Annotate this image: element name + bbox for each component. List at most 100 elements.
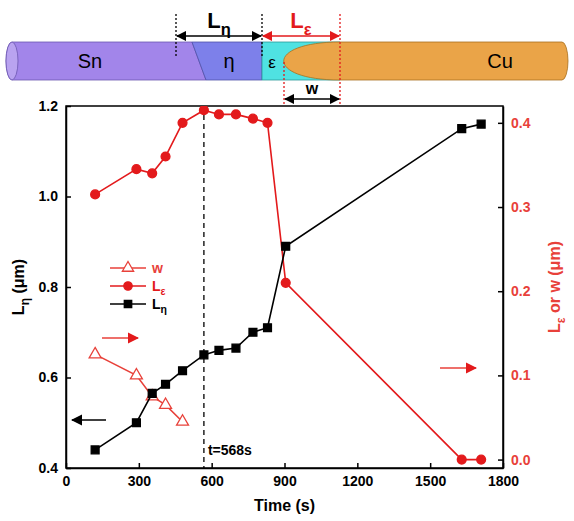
data-point bbox=[146, 390, 158, 400]
data-point bbox=[177, 415, 189, 425]
tick-label: 1.0 bbox=[39, 188, 59, 204]
data-point bbox=[148, 169, 157, 178]
text-part: or w (μm) bbox=[546, 241, 563, 317]
series-line bbox=[95, 110, 481, 459]
tick: 1200 bbox=[342, 463, 373, 489]
series-line bbox=[95, 124, 481, 450]
data-point bbox=[160, 398, 172, 408]
tick-label: 0.8 bbox=[39, 279, 59, 295]
data-point bbox=[458, 125, 466, 133]
legend-item: Lε bbox=[110, 278, 166, 297]
legend-label: w bbox=[151, 260, 163, 276]
text-part: (μm) bbox=[10, 259, 27, 298]
data-point bbox=[148, 389, 156, 397]
data-point bbox=[263, 118, 272, 127]
axis-pointer bbox=[102, 337, 138, 339]
legend-label: Lη bbox=[152, 296, 167, 315]
tick-label: 0 bbox=[63, 473, 71, 489]
plot-marks bbox=[89, 106, 485, 468]
data-point bbox=[132, 419, 140, 427]
region-eta bbox=[192, 42, 262, 80]
tick: 300 bbox=[128, 463, 152, 489]
tick-label: 900 bbox=[273, 473, 297, 489]
text-part: η bbox=[161, 303, 167, 315]
data-point bbox=[130, 368, 142, 378]
data-point bbox=[199, 106, 208, 115]
data-point bbox=[215, 346, 223, 354]
region-label: ε bbox=[268, 53, 276, 72]
plot-frame bbox=[66, 106, 503, 468]
series-line bbox=[95, 354, 182, 421]
tick-label: 1800 bbox=[488, 473, 519, 489]
tick-label: 0.4 bbox=[39, 460, 59, 476]
region-label: Sn bbox=[78, 50, 102, 72]
data-point bbox=[200, 351, 208, 359]
dimension-label: w bbox=[305, 80, 319, 97]
data-point bbox=[178, 118, 187, 127]
text-part: η bbox=[221, 20, 231, 38]
legend-marker bbox=[124, 282, 132, 290]
data-point bbox=[249, 328, 257, 336]
guide-line bbox=[175, 14, 176, 56]
text-part: ε bbox=[304, 20, 312, 38]
tick-label: 0.4 bbox=[511, 115, 531, 131]
data-point bbox=[248, 114, 257, 123]
annotation-label: t=568s bbox=[208, 442, 252, 458]
y-axis-title: Lη (μm) bbox=[10, 259, 32, 315]
axis-pointer bbox=[72, 419, 106, 421]
tick-label: 600 bbox=[200, 473, 224, 489]
data-point bbox=[161, 152, 170, 161]
region-cu bbox=[284, 42, 568, 80]
data-point bbox=[91, 190, 100, 199]
guide-line bbox=[261, 14, 262, 56]
tick-label: 1200 bbox=[342, 473, 373, 489]
text-part: L bbox=[290, 8, 303, 33]
legend-marker bbox=[124, 300, 131, 307]
dimension-arrow bbox=[285, 98, 339, 100]
axis-pointer bbox=[440, 367, 476, 369]
data-point bbox=[477, 455, 486, 464]
text-part: L bbox=[10, 305, 27, 315]
text-part: ε bbox=[161, 285, 166, 297]
tick-label: 0.3 bbox=[511, 199, 531, 215]
data-point bbox=[281, 278, 290, 287]
data-point bbox=[232, 110, 241, 119]
data-point bbox=[477, 120, 485, 128]
text-part: η bbox=[18, 298, 32, 305]
region-sn-end bbox=[6, 42, 18, 80]
dimension-label: Lη bbox=[207, 8, 231, 38]
data-point bbox=[215, 110, 224, 119]
tick: 1500 bbox=[415, 463, 446, 489]
guide-line bbox=[283, 62, 284, 104]
text-part: Time (s) bbox=[254, 497, 315, 514]
text-part: w bbox=[151, 260, 163, 276]
guide-line bbox=[339, 14, 340, 104]
legend-item: w bbox=[110, 260, 163, 276]
text-part: L bbox=[207, 8, 220, 33]
text-part: L bbox=[546, 323, 563, 333]
diagram: SnηεCuLηLεw bbox=[6, 8, 568, 104]
data-point bbox=[162, 380, 170, 388]
annotation-line bbox=[203, 106, 204, 468]
tick-label: 0.6 bbox=[39, 369, 59, 385]
data-point bbox=[232, 344, 240, 352]
y2-axis-title: Lε or w (μm) bbox=[546, 241, 568, 333]
legend-item: Lη bbox=[110, 296, 167, 315]
legend-label: Lε bbox=[152, 278, 166, 297]
dimension-arrow bbox=[177, 35, 261, 37]
x-axis: 0 300 600 900 1200 1500 1800 bbox=[63, 463, 520, 489]
data-point bbox=[264, 324, 272, 332]
tick-label: 0.1 bbox=[511, 367, 531, 383]
data-point bbox=[91, 446, 99, 454]
dimension-arrow bbox=[263, 35, 339, 37]
tick-label: 0.0 bbox=[511, 452, 531, 468]
data-point bbox=[282, 242, 290, 250]
data-point bbox=[132, 165, 141, 174]
tick-label: 300 bbox=[128, 473, 152, 489]
dimension-label: Lε bbox=[290, 8, 311, 38]
chart-svg: SnηεCuLηLεw03006009001200150018000.40.60… bbox=[0, 0, 574, 521]
legend-marker bbox=[122, 261, 133, 271]
tick: 900 bbox=[273, 463, 297, 489]
tick-label: 1.2 bbox=[39, 98, 59, 114]
data-point bbox=[457, 455, 466, 464]
